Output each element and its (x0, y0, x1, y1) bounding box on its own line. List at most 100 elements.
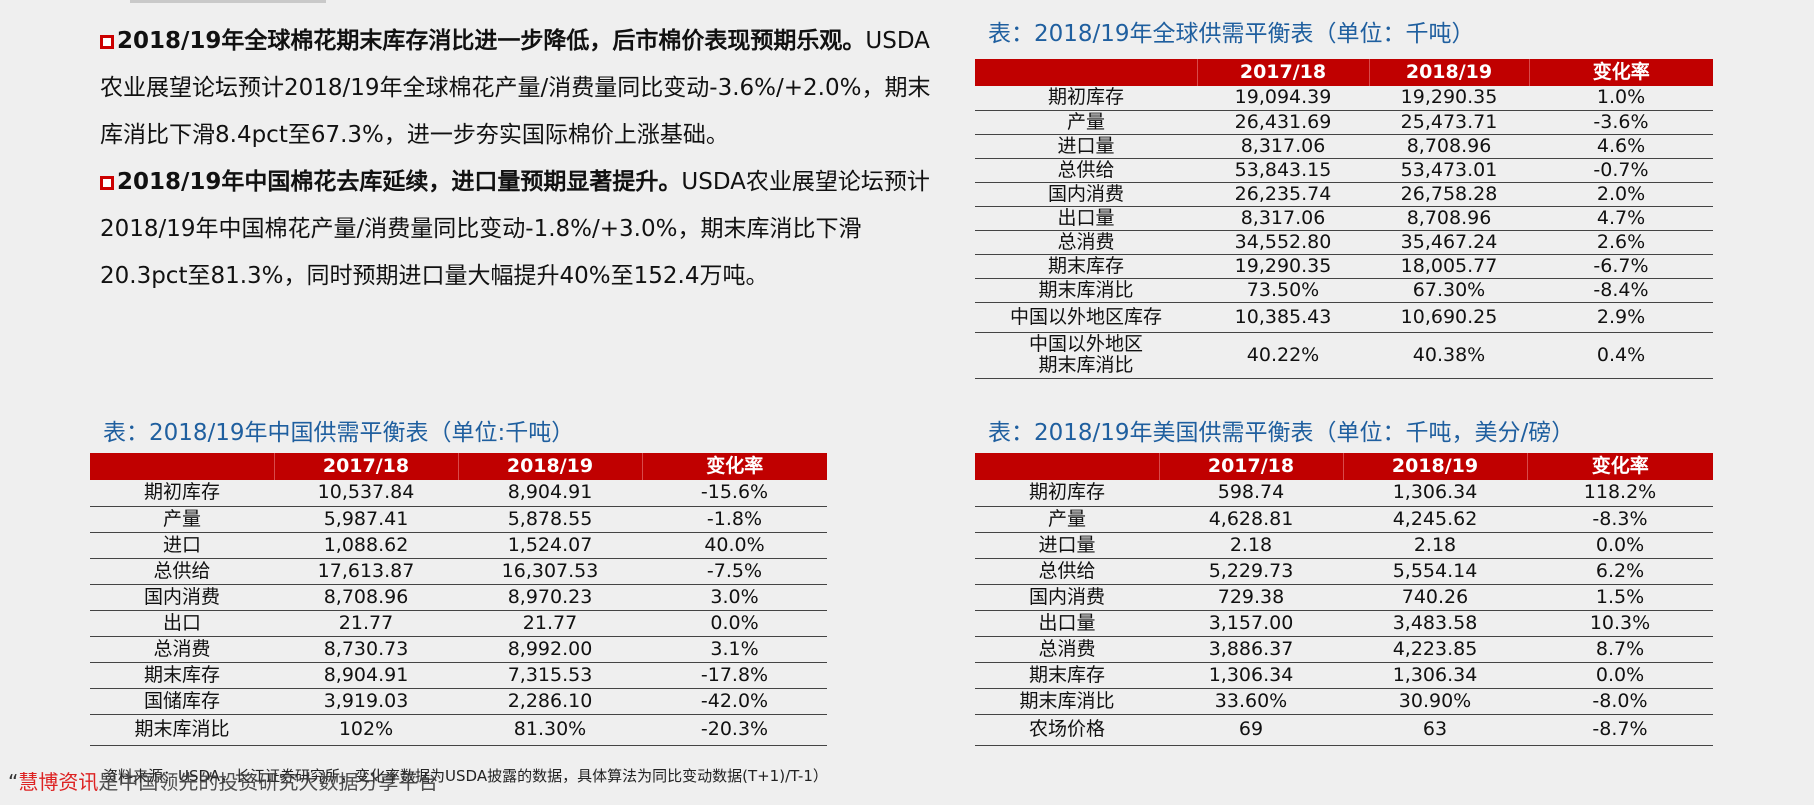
bullet-body: USDA农业展望论坛预计2018/19年中国棉花产量/消费量同比变动-1.8%/… (100, 169, 930, 289)
table-cell: 30.90% (1343, 688, 1527, 715)
col-header: 2017/18 (1159, 453, 1344, 480)
bullet-body: USDA农业展望论坛预计2018/19年全球棉花产量/消费量同比变动-3.6%/… (100, 28, 931, 148)
table-cell: 19,290.35 (1369, 86, 1529, 111)
brand-tagline: 是中国领先的投资研究大数据分享平台 (98, 770, 439, 794)
table-row: 国储库存 3,919.03 2,286.10 -42.0% (90, 688, 827, 715)
table-cell: 63 (1343, 714, 1527, 746)
table-cell: 40.38% (1369, 332, 1529, 379)
table-cell: 4,628.81 (1159, 506, 1343, 533)
table-cell: 598.74 (1159, 480, 1343, 507)
table-row: 期末库存 19,290.35 18,005.77 -6.7% (975, 254, 1713, 279)
table-row: 国内消费 8,708.96 8,970.23 3.0% (90, 584, 827, 611)
table-cell: 1.0% (1529, 86, 1713, 111)
col-header: 变化率 (1527, 453, 1713, 480)
table-cell: 1,088.62 (274, 532, 458, 559)
table-row: 期末库消比 73.50% 67.30% -8.4% (975, 278, 1713, 303)
table-cell: 81.30% (458, 714, 642, 746)
us-balance-table: 2017/18 2018/19 变化率 期初库存 598.74 1,306.34 11… (975, 453, 1713, 746)
row-label: 总供给 (975, 158, 1197, 183)
row-label: 期末库存 (975, 254, 1197, 279)
table-cell: 2.18 (1343, 532, 1527, 559)
table-cell: 0.0% (1527, 532, 1713, 559)
table-cell: 21.77 (458, 610, 642, 637)
table-cell: 8,317.06 (1197, 206, 1369, 231)
col-header: 2017/18 (274, 453, 459, 480)
table-cell: 26,431.69 (1197, 110, 1369, 135)
table-cell: -6.7% (1529, 254, 1713, 279)
table-cell: 3.1% (642, 636, 827, 663)
bullet-square-icon (100, 176, 114, 190)
table-row: 产量 5,987.41 5,878.55 -1.8% (90, 506, 827, 533)
row-label: 期末库消比 (90, 714, 274, 746)
row-label: 中国以外地区库存 (975, 302, 1197, 333)
top-divider (130, 0, 326, 3)
table-row: 总供给 17,613.87 16,307.53 -7.5% (90, 558, 827, 585)
bullet-global: 2018/19年全球棉花期末库存消比进一步降低，后市棉价表现预期乐观。USDA农… (100, 18, 940, 159)
table-row: 进口量 2.18 2.18 0.0% (975, 532, 1713, 559)
table-row: 期初库存 19,094.39 19,290.35 1.0% (975, 86, 1713, 111)
table-row: 国内消费 729.38 740.26 1.5% (975, 584, 1713, 611)
brand-name: 慧博资讯 (18, 770, 99, 794)
col-header (90, 453, 275, 480)
row-label: 中国以外地区 期末库消比 (975, 332, 1197, 379)
table-cell: 8,317.06 (1197, 134, 1369, 159)
row-label: 国内消费 (90, 584, 274, 611)
table-cell: 1,524.07 (458, 532, 642, 559)
table-cell: 34,552.80 (1197, 230, 1369, 255)
table-cell: 8.7% (1527, 636, 1713, 663)
table-cell: 8,970.23 (458, 584, 642, 611)
table-cell: 1,306.34 (1343, 480, 1527, 507)
table-cell: 5,987.41 (274, 506, 458, 533)
table-row: 总消费 34,552.80 35,467.24 2.6% (975, 230, 1713, 255)
table-cell: 33.60% (1159, 688, 1343, 715)
table-cell: 53,473.01 (1369, 158, 1529, 183)
row-label: 期末库存 (975, 662, 1159, 689)
table-cell: 5,229.73 (1159, 558, 1343, 585)
row-label: 期末库存 (90, 662, 274, 689)
table-row: 期初库存 598.74 1,306.34 118.2% (975, 480, 1713, 507)
table-cell: -1.8% (642, 506, 827, 533)
table-row: 国内消费 26,235.74 26,758.28 2.0% (975, 182, 1713, 207)
table-row: 期末库消比 33.60% 30.90% -8.0% (975, 688, 1713, 715)
row-label: 国内消费 (975, 584, 1159, 611)
table-cell: 3,483.58 (1343, 610, 1527, 637)
row-label: 产量 (90, 506, 274, 533)
row-label: 期末库消比 (975, 688, 1159, 715)
table-cell: 2.6% (1529, 230, 1713, 255)
table-cell: 4,245.62 (1343, 506, 1527, 533)
table-row: 进口量 8,317.06 8,708.96 4.6% (975, 134, 1713, 159)
row-label: 期初库存 (90, 480, 274, 507)
row-label: 进口量 (975, 532, 1159, 559)
bullet-china: 2018/19年中国棉花去库延续，进口量预期显著提升。USDA农业展望论坛预计2… (100, 159, 940, 300)
table-cell: 5,554.14 (1343, 558, 1527, 585)
row-label: 出口量 (975, 610, 1159, 637)
table-cell: 53,843.15 (1197, 158, 1369, 183)
table-cell: 5,878.55 (458, 506, 642, 533)
col-header: 2018/19 (1369, 59, 1530, 86)
table-row: 出口 21.77 21.77 0.0% (90, 610, 827, 637)
table-row: 期末库存 8,904.91 7,315.53 -17.8% (90, 662, 827, 689)
bullet-heading: 2018/19年全球棉花期末库存消比进一步降低，后市棉价表现预期乐观。 (117, 28, 866, 54)
bullet-heading: 2018/19年中国棉花去库延续，进口量预期显著提升。 (117, 169, 682, 195)
table-cell: -3.6% (1529, 110, 1713, 135)
table-cell: -20.3% (642, 714, 827, 746)
table-row: 总消费 8,730.73 8,992.00 3.1% (90, 636, 827, 663)
table-cell: 10,385.43 (1197, 302, 1369, 333)
table-cell: 8,730.73 (274, 636, 458, 663)
table-cell: 19,290.35 (1197, 254, 1369, 279)
table-cell: 35,467.24 (1369, 230, 1529, 255)
table-cell: 4.7% (1529, 206, 1713, 231)
summary-bullets: 2018/19年全球棉花期末库存消比进一步降低，后市棉价表现预期乐观。USDA农… (100, 18, 940, 300)
table-row: 期末库消比 102% 81.30% -20.3% (90, 714, 827, 746)
table-cell: 10,537.84 (274, 480, 458, 507)
table-row: 出口量 8,317.06 8,708.96 4.7% (975, 206, 1713, 231)
col-header (975, 453, 1160, 480)
row-label: 期初库存 (975, 480, 1159, 507)
table-cell: 26,235.74 (1197, 182, 1369, 207)
table-cell: 73.50% (1197, 278, 1369, 303)
table-cell: 2.0% (1529, 182, 1713, 207)
row-label: 出口量 (975, 206, 1197, 231)
table-row: 总供给 53,843.15 53,473.01 -0.7% (975, 158, 1713, 183)
table-cell: -8.7% (1527, 714, 1713, 746)
global-balance-table: 2017/18 2018/19 变化率 期初库存 19,094.39 19,290.… (975, 59, 1713, 379)
